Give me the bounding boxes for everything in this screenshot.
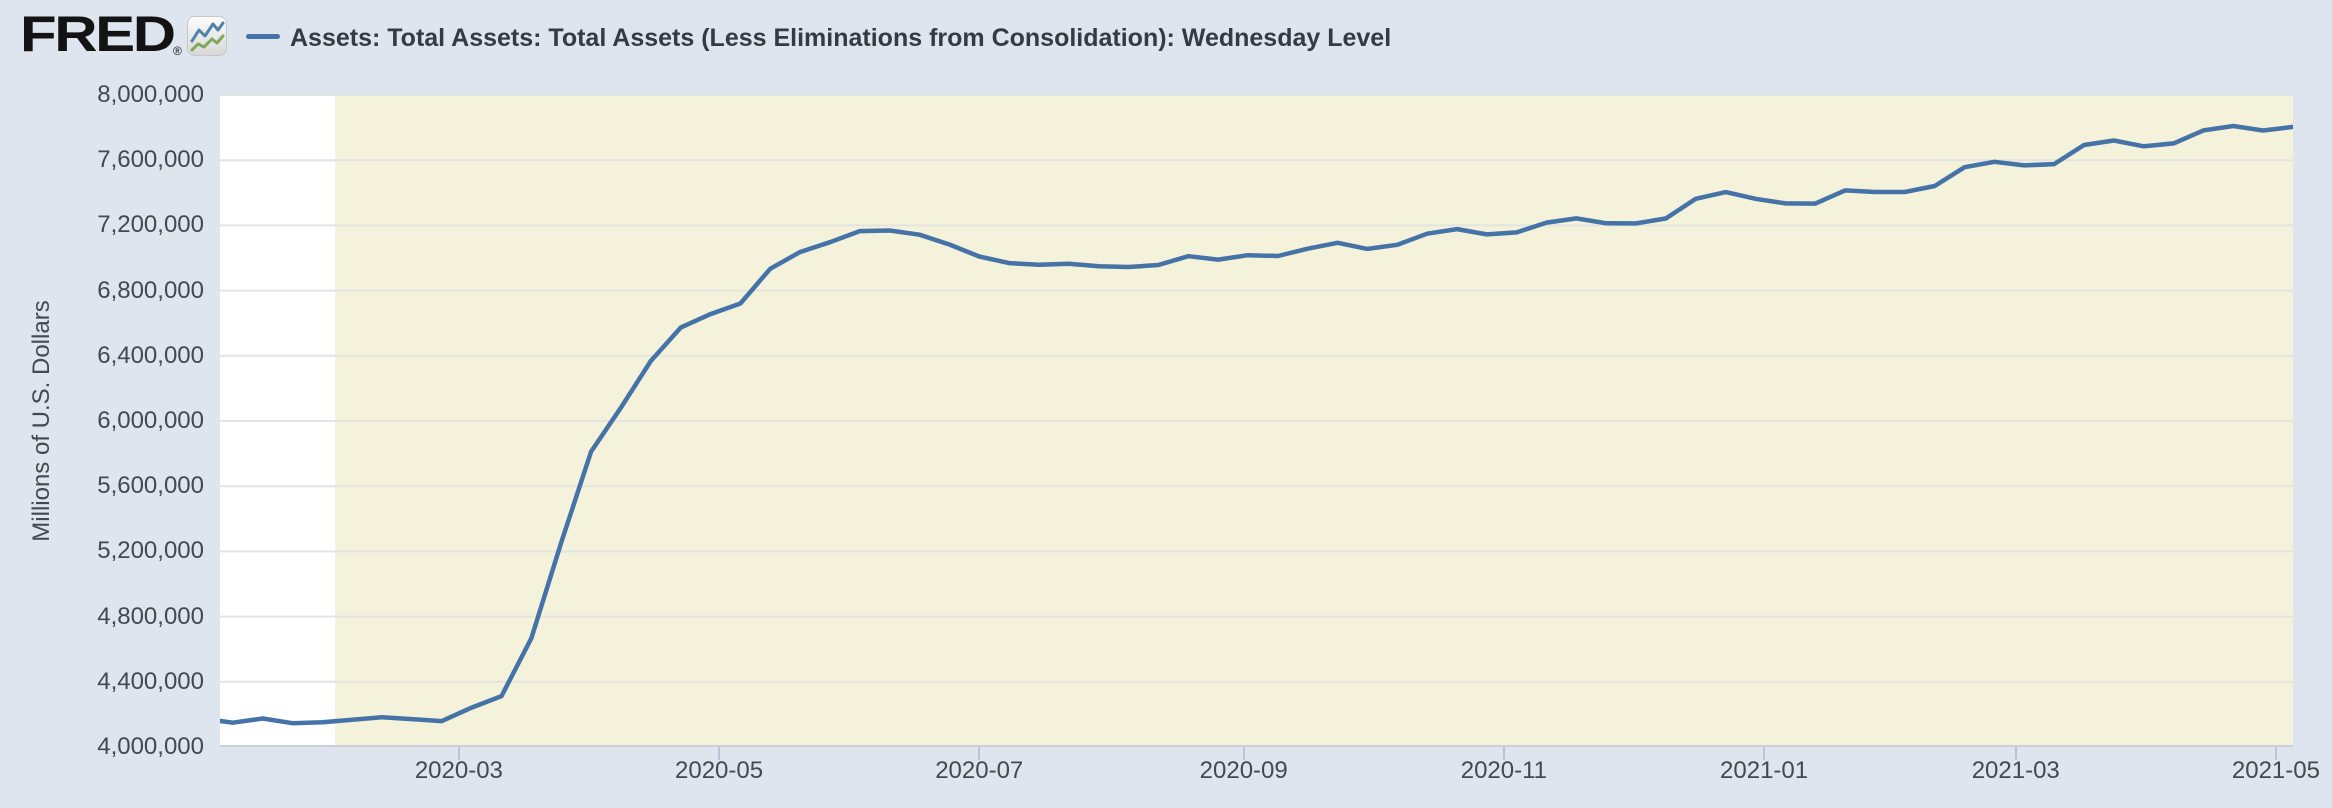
x-tick-mark xyxy=(2274,747,2277,760)
legend-line-key[interactable] xyxy=(246,34,280,39)
registered-trademark: ® xyxy=(173,44,182,58)
plot-svg xyxy=(220,95,2293,747)
y-tick-label: 5,200,000 xyxy=(97,537,204,565)
series-line[interactable] xyxy=(220,123,2293,726)
x-tick-label: 2020-05 xyxy=(675,757,764,784)
series-title[interactable]: Assets: Total Assets: Total Assets (Less… xyxy=(290,24,1392,52)
y-tick-label: 6,800,000 xyxy=(97,276,204,304)
x-tick-label: 2021-05 xyxy=(2231,757,2320,784)
x-tick-label: 2021-03 xyxy=(1971,757,2060,784)
x-tick-label: 2020-07 xyxy=(935,757,1024,784)
y-tick-label: 7,600,000 xyxy=(97,146,204,174)
y-tick-label: 6,400,000 xyxy=(97,341,204,369)
x-tick-mark xyxy=(1242,747,1245,760)
fred-logo[interactable]: FRED xyxy=(20,6,176,62)
x-tick-mark xyxy=(457,747,460,760)
y-tick-label: 5,600,000 xyxy=(97,472,204,500)
x-tick-mark xyxy=(1763,747,1766,760)
y-tick-label: 6,000,000 xyxy=(97,407,204,434)
x-tick-label: 2020-11 xyxy=(1460,757,1548,784)
x-tick-label: 2020-03 xyxy=(414,757,503,784)
x-tick-mark xyxy=(2014,747,2017,760)
x-tick-mark xyxy=(1502,747,1505,760)
x-tick-label: 2021-01 xyxy=(1720,757,1809,784)
y-tick-label: 4,400,000 xyxy=(97,667,204,695)
x-tick-label: 2020-09 xyxy=(1199,757,1288,784)
x-tick-mark xyxy=(718,747,721,760)
y-tick-label: 4,000,000 xyxy=(97,733,204,760)
fred-graph-icon xyxy=(187,16,227,56)
x-tick-mark xyxy=(978,747,981,760)
y-tick-label: 8,000,000 xyxy=(97,81,204,108)
y-tick-label: 7,200,000 xyxy=(97,211,204,239)
y-tick-label: 4,800,000 xyxy=(97,602,204,630)
plot-area[interactable] xyxy=(220,95,2293,747)
